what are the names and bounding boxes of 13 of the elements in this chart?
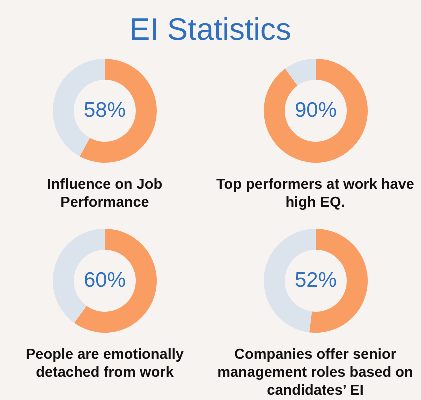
text: EI Statistics — [128, 11, 292, 49]
data-label: 60% — [84, 269, 126, 292]
text: Companies offer senior management roles based on candidates’ EI — [216, 346, 414, 400]
donut-slice — [80, 59, 157, 163]
text: Top performers at work have high EQ. — [216, 176, 416, 212]
donut-slice — [284, 59, 316, 86]
donut-slice — [264, 59, 368, 163]
donut-slice — [74, 229, 157, 333]
data-label: 52% — [294, 269, 337, 292]
data-label: 58% — [84, 99, 126, 122]
data-label: 90% — [294, 99, 337, 122]
text: People are emotionally detached from work — [25, 346, 185, 382]
text: Influence on Job Performance — [46, 176, 164, 212]
